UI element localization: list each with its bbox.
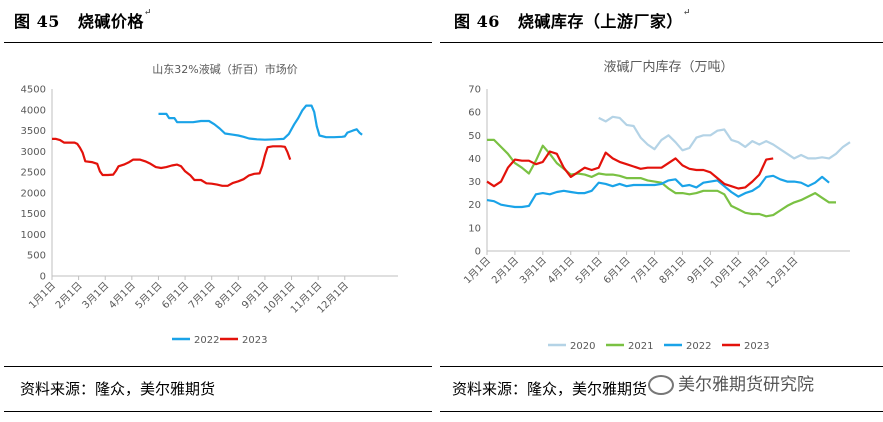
y-tick-label: 4000 bbox=[21, 105, 46, 116]
y-tick-label: 50 bbox=[468, 131, 481, 142]
chart-title: 液碱厂内库存（万吨） bbox=[603, 59, 733, 75]
x-tick-label: 1月1日 bbox=[26, 280, 58, 312]
y-tick-label: 0 bbox=[475, 247, 481, 258]
x-tick-label: 6月1日 bbox=[601, 255, 633, 287]
figure-45-label: 图 45 bbox=[14, 12, 60, 31]
y-tick-label: 1000 bbox=[21, 230, 46, 241]
source-divider-top bbox=[440, 366, 883, 367]
y-tick-label: 70 bbox=[468, 85, 481, 96]
y-tick-label: 3500 bbox=[21, 126, 46, 137]
legend-label-2023: 2023 bbox=[744, 341, 769, 352]
x-tick-label: 3月1日 bbox=[80, 280, 112, 312]
y-tick-label: 4500 bbox=[21, 85, 46, 96]
watermark: 美尔雅期货研究院 bbox=[648, 370, 814, 395]
series-line-2020 bbox=[598, 115, 851, 160]
x-tick-label: 12月1日 bbox=[764, 255, 800, 291]
figure-45-title: 图 45 烧碱价格 ↵ bbox=[14, 8, 151, 32]
chart-title: 山东32%液碱（折百）市场价 bbox=[152, 62, 297, 76]
figure-46-label: 图 46 bbox=[454, 12, 500, 31]
source-divider-top bbox=[4, 366, 432, 367]
figure-46-caption: 烧碱库存（上游厂家） bbox=[517, 12, 683, 31]
series-line-2022 bbox=[486, 174, 830, 209]
y-tick-label: 500 bbox=[27, 251, 46, 262]
y-tick-label: 20 bbox=[468, 200, 481, 211]
title-divider bbox=[440, 42, 883, 43]
x-tick-label: 4月1日 bbox=[106, 280, 138, 312]
watermark-text: 美尔雅期货研究院 bbox=[678, 375, 814, 395]
x-tick-label: 1月1日 bbox=[461, 255, 493, 287]
panel-caustic-soda-inventory: 图 46 烧碱库存（上游厂家） ↵ 液碱厂内库存（万吨） 0 10 20 30 40 50 60 7… bbox=[440, 0, 883, 422]
y-tick-label: 60 bbox=[468, 108, 481, 119]
x-tick-label: 2月1日 bbox=[53, 280, 85, 312]
source-divider-bottom bbox=[440, 411, 883, 412]
x-tick-label: 2月1日 bbox=[489, 255, 521, 287]
x-tick-label: 8月1日 bbox=[213, 280, 245, 312]
inventory-line-chart: 液碱厂内库存（万吨） 0 10 20 30 40 50 60 70 1月1日2月1日3月1日4月1… bbox=[461, 59, 851, 352]
source-note: 资料来源：隆众，美尔雅期货 bbox=[452, 380, 648, 398]
x-tick-label: 7月1日 bbox=[629, 255, 661, 287]
y-tick-label: 10 bbox=[468, 223, 481, 234]
y-tick-label: 3000 bbox=[21, 147, 46, 158]
series-line-2022 bbox=[158, 104, 363, 141]
source-note: 资料来源：隆众，美尔雅期货 bbox=[20, 380, 216, 398]
y-tick-label: 30 bbox=[468, 177, 481, 188]
title-divider bbox=[4, 42, 432, 43]
y-tick-label: 1500 bbox=[21, 209, 46, 220]
figure-45-caption: 烧碱价格 bbox=[77, 12, 144, 31]
legend-label-2023: 2023 bbox=[242, 335, 267, 346]
y-tick-label: 2000 bbox=[21, 188, 46, 199]
x-tick-label: 3月1日 bbox=[517, 255, 549, 287]
price-line-chart: 山东32%液碱（折百）市场价 0 500 1000 1500 2000 2500 3000 35… bbox=[21, 62, 398, 346]
paragraph-mark-icon: ↵ bbox=[143, 8, 152, 18]
paragraph-mark-icon: ↵ bbox=[682, 8, 691, 18]
figure-46-title: 图 46 烧碱库存（上游厂家） ↵ bbox=[454, 8, 690, 32]
x-tick-label: 7月1日 bbox=[186, 280, 218, 312]
y-tick-label: 2500 bbox=[21, 168, 46, 179]
x-tick-label: 5月1日 bbox=[573, 255, 605, 287]
panel-caustic-soda-price: 图 45 烧碱价格 ↵ 山东32%液碱（折百）市场价 0 500 1000 1500 2000… bbox=[0, 0, 432, 422]
wechat-logo-icon bbox=[648, 375, 674, 395]
legend-label-2020: 2020 bbox=[570, 341, 595, 352]
y-tick-label: 0 bbox=[40, 272, 46, 283]
x-tick-label: 8月1日 bbox=[657, 255, 689, 287]
legend-label-2022: 2022 bbox=[686, 341, 711, 352]
y-tick-label: 40 bbox=[468, 154, 481, 165]
legend-label-2021: 2021 bbox=[628, 341, 653, 352]
series-line-2023 bbox=[52, 137, 292, 187]
x-tick-label: 4月1日 bbox=[545, 255, 577, 287]
x-tick-label: 5月1日 bbox=[133, 280, 165, 312]
source-divider-bottom bbox=[4, 411, 432, 412]
series-line-2023 bbox=[486, 150, 774, 190]
legend-label-2022: 2022 bbox=[194, 335, 219, 346]
x-tick-label: 6月1日 bbox=[160, 280, 192, 312]
